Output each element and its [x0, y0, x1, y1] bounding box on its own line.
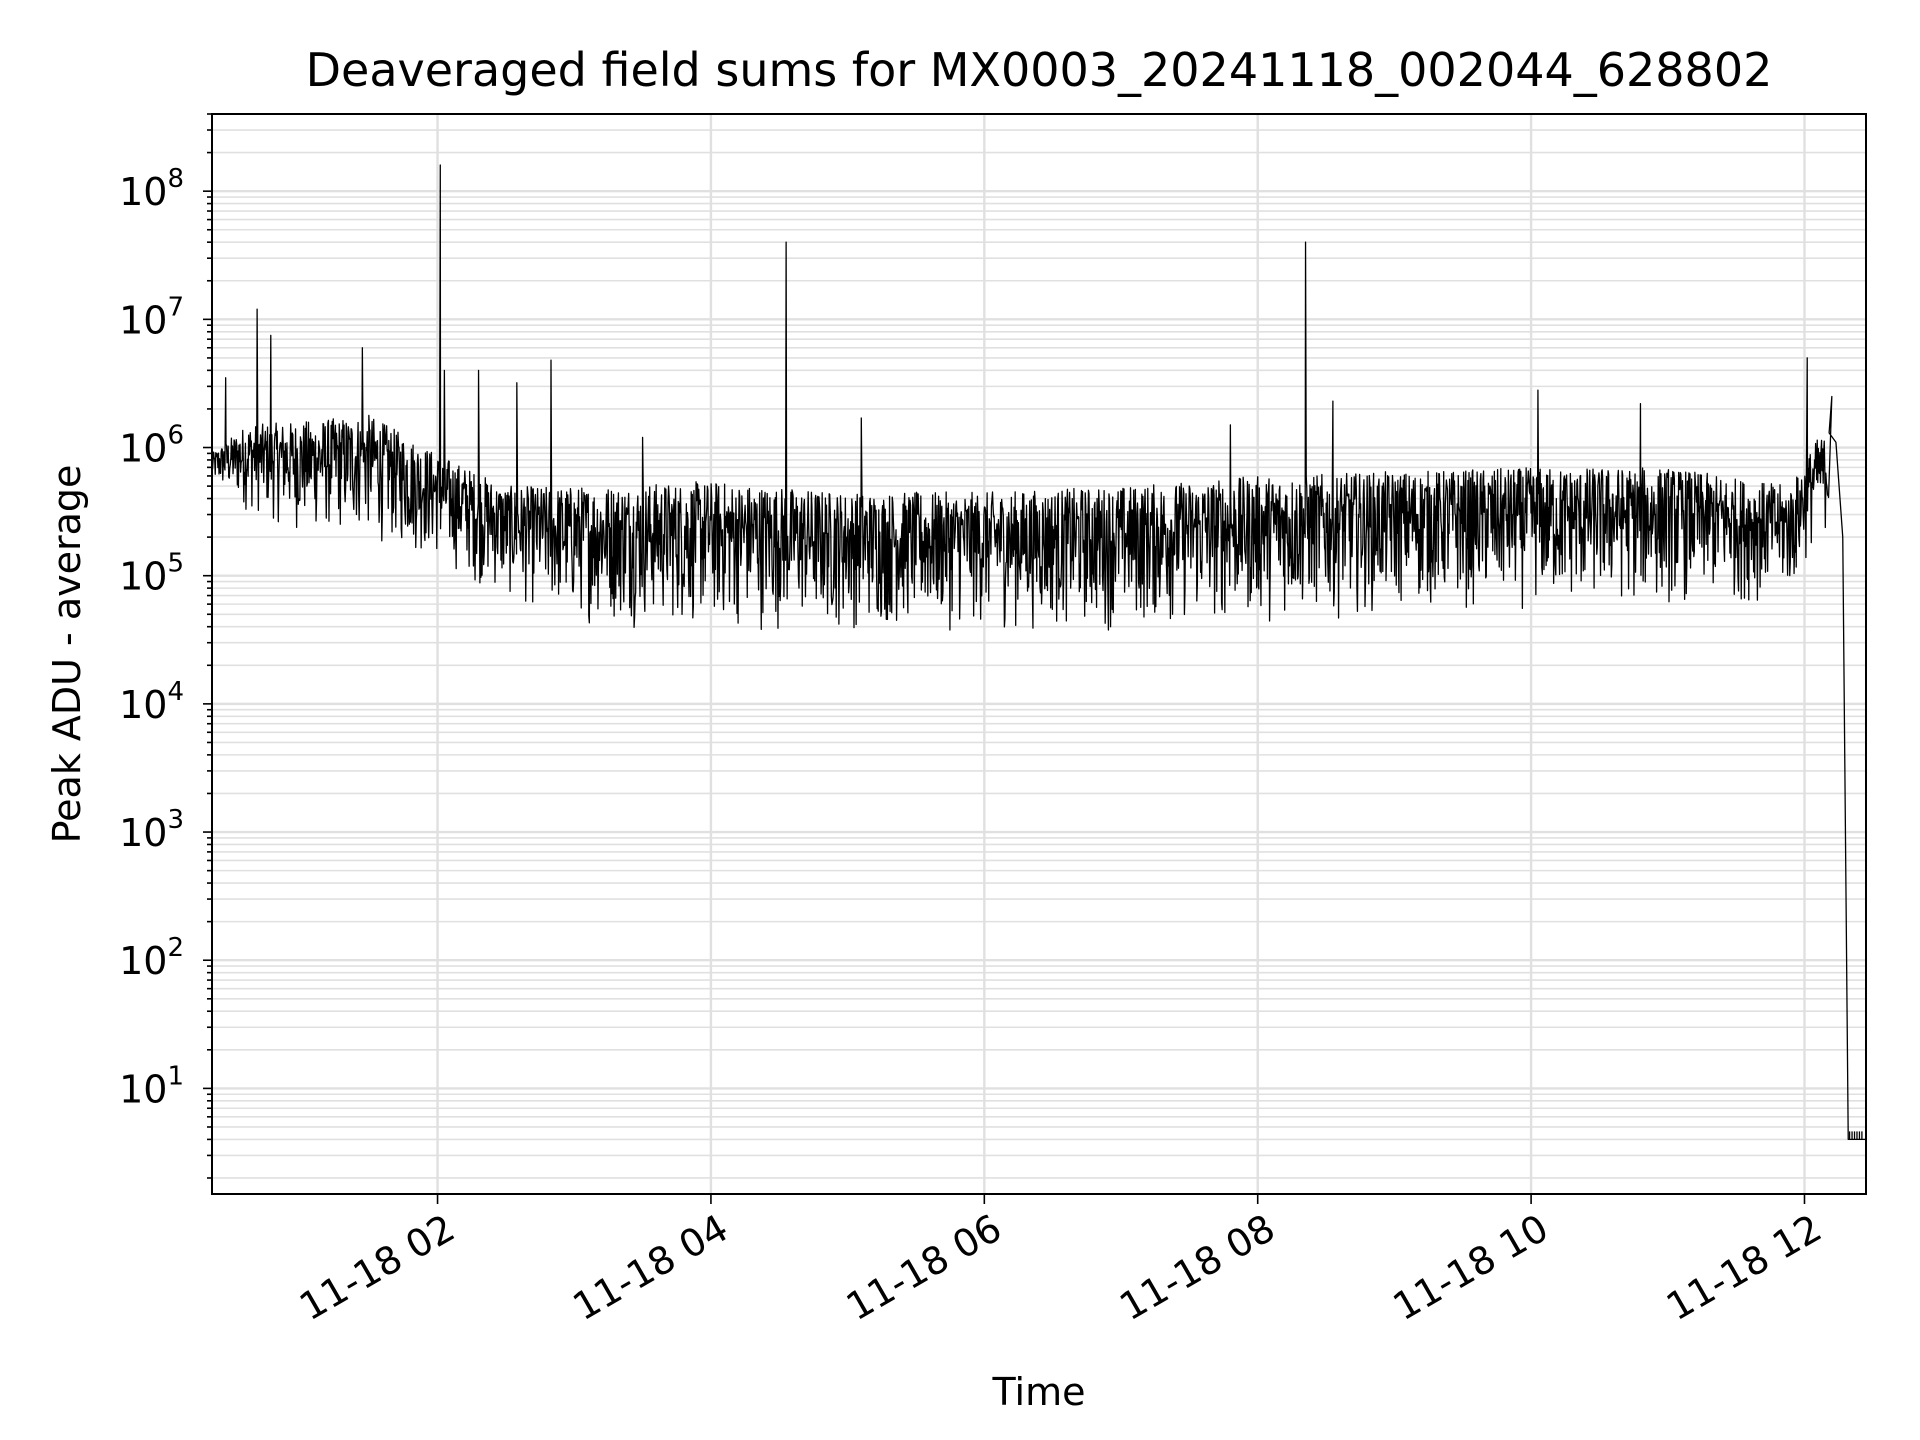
x-tick-label: 11-18 08: [1112, 1206, 1282, 1330]
y-axis-label: Peak ADU - average: [45, 465, 89, 844]
y-tick-label: 103: [119, 805, 184, 855]
y-tick-label: 107: [119, 292, 184, 342]
y-tick-label: 108: [119, 164, 184, 214]
y-tick-label: 101: [119, 1061, 184, 1111]
y-tick-label: 106: [119, 421, 184, 471]
x-tick-label: 11-18 06: [839, 1206, 1009, 1330]
x-tick-label: 11-18 04: [565, 1206, 735, 1330]
chart-title: Deaveraged field sums for MX0003_2024111…: [306, 43, 1773, 97]
data-series-line: [211, 164, 1866, 1141]
x-tick-label: 11-18 02: [292, 1206, 462, 1330]
x-tick-label: 11-18 12: [1659, 1206, 1829, 1330]
x-axis-label: Time: [992, 1370, 1086, 1414]
y-tick-label: 104: [119, 677, 184, 727]
y-tick-label: 102: [119, 933, 184, 983]
x-axis: 11-18 02 11-18 04 11-18 06 11-18 08 11-18 10…: [292, 1194, 1829, 1329]
y-tick-label: 105: [119, 549, 184, 599]
series-line: [211, 164, 1866, 1141]
grid: [212, 113, 1866, 1194]
y-axis: 101 102 103 104 105 106 107 108: [119, 113, 212, 1179]
plot-frame: [211, 113, 1867, 1195]
x-tick-label: 11-18 10: [1386, 1206, 1556, 1330]
